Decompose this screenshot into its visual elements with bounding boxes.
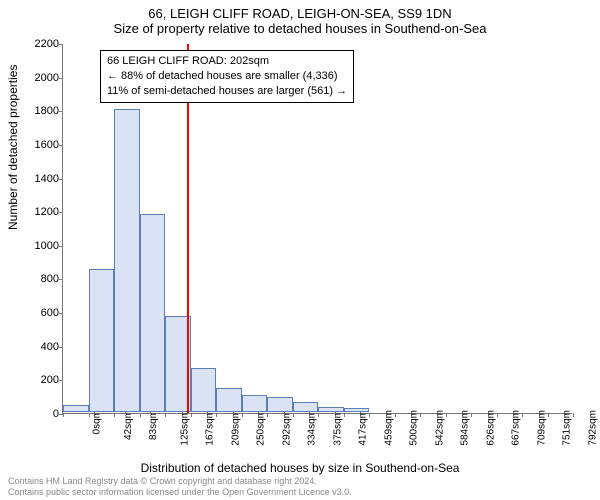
x-tick-label: 751sqm — [562, 410, 573, 446]
histogram-bar — [89, 269, 115, 412]
y-tick-label: 600 — [21, 307, 59, 319]
x-tick-mark — [420, 413, 421, 417]
x-tick-mark — [395, 413, 396, 417]
info-box: 66 LEIGH CLIFF ROAD: 202sqm← 88% of deta… — [100, 50, 354, 103]
histogram-bar — [293, 402, 319, 412]
y-tick-mark — [59, 313, 63, 314]
x-tick-mark — [165, 413, 166, 417]
y-tick-label: 1600 — [21, 139, 59, 151]
title-line-1: 66, LEIGH CLIFF ROAD, LEIGH-ON-SEA, SS9 … — [0, 0, 600, 21]
x-tick-label: 542sqm — [434, 410, 445, 446]
x-tick-mark — [191, 413, 192, 417]
x-tick-mark — [114, 413, 115, 417]
x-tick-label: 792sqm — [587, 410, 598, 446]
y-tick-label: 2200 — [21, 38, 59, 50]
histogram-bar — [267, 397, 293, 412]
histogram-bar — [140, 214, 166, 412]
footer-line-1: Contains HM Land Registry data © Crown c… — [8, 476, 352, 487]
x-tick-mark — [293, 413, 294, 417]
x-tick-label: 0sqm — [91, 410, 102, 434]
x-tick-label: 250sqm — [256, 410, 267, 446]
x-tick-label: 500sqm — [409, 410, 420, 446]
histogram-bar — [63, 405, 89, 412]
x-tick-mark — [548, 413, 549, 417]
x-tick-label: 83sqm — [148, 410, 159, 440]
info-box-line: 11% of semi-detached houses are larger (… — [107, 84, 347, 99]
x-tick-mark — [242, 413, 243, 417]
x-tick-mark — [497, 413, 498, 417]
x-tick-mark — [89, 413, 90, 417]
y-tick-label: 2000 — [21, 72, 59, 84]
y-tick-label: 400 — [21, 341, 59, 353]
y-tick-mark — [59, 44, 63, 45]
x-tick-mark — [140, 413, 141, 417]
x-tick-mark — [216, 413, 217, 417]
y-tick-mark — [59, 111, 63, 112]
y-tick-mark — [59, 145, 63, 146]
histogram-bar — [344, 408, 370, 412]
y-tick-mark — [59, 380, 63, 381]
info-box-line: 66 LEIGH CLIFF ROAD: 202sqm — [107, 54, 347, 69]
x-tick-mark — [318, 413, 319, 417]
x-tick-label: 167sqm — [205, 410, 216, 446]
y-tick-mark — [59, 246, 63, 247]
x-tick-mark — [63, 413, 64, 417]
y-tick-mark — [59, 347, 63, 348]
x-tick-label: 334sqm — [307, 410, 318, 446]
y-tick-label: 1000 — [21, 240, 59, 252]
y-axis-label: Number of detached properties — [6, 65, 20, 230]
y-tick-label: 1400 — [21, 173, 59, 185]
histogram-bar — [318, 407, 344, 412]
histogram-bar — [242, 395, 268, 412]
y-tick-label: 0 — [21, 408, 59, 420]
histogram-bar — [191, 368, 217, 412]
y-tick-label: 1800 — [21, 105, 59, 117]
x-tick-label: 584sqm — [460, 410, 471, 446]
histogram-bar — [216, 388, 242, 412]
x-tick-label: 292sqm — [281, 410, 292, 446]
y-tick-mark — [59, 279, 63, 280]
title-line-2: Size of property relative to detached ho… — [0, 21, 600, 40]
x-tick-mark — [471, 413, 472, 417]
x-tick-mark — [344, 413, 345, 417]
x-tick-label: 626sqm — [485, 410, 496, 446]
x-tick-label: 417sqm — [358, 410, 369, 446]
y-tick-label: 800 — [21, 273, 59, 285]
y-tick-mark — [59, 179, 63, 180]
x-tick-label: 125sqm — [179, 410, 190, 446]
footer-attribution: Contains HM Land Registry data © Crown c… — [8, 476, 352, 498]
chart-container: 66, LEIGH CLIFF ROAD, LEIGH-ON-SEA, SS9 … — [0, 0, 600, 500]
y-tick-label: 200 — [21, 374, 59, 386]
x-tick-mark — [573, 413, 574, 417]
x-axis-label: Distribution of detached houses by size … — [0, 461, 600, 475]
x-tick-label: 375sqm — [332, 410, 343, 446]
info-box-line: ← 88% of detached houses are smaller (4,… — [107, 69, 347, 84]
x-tick-label: 459sqm — [383, 410, 394, 446]
x-tick-mark — [267, 413, 268, 417]
x-tick-label: 667sqm — [511, 410, 522, 446]
x-tick-mark — [369, 413, 370, 417]
footer-line-2: Contains public sector information licen… — [8, 487, 352, 498]
y-tick-mark — [59, 212, 63, 213]
y-tick-mark — [59, 78, 63, 79]
y-tick-label: 1200 — [21, 206, 59, 218]
x-tick-mark — [446, 413, 447, 417]
x-tick-label: 42sqm — [123, 410, 134, 440]
histogram-bar — [114, 109, 140, 412]
x-tick-mark — [522, 413, 523, 417]
x-tick-label: 709sqm — [536, 410, 547, 446]
x-tick-label: 209sqm — [230, 410, 241, 446]
